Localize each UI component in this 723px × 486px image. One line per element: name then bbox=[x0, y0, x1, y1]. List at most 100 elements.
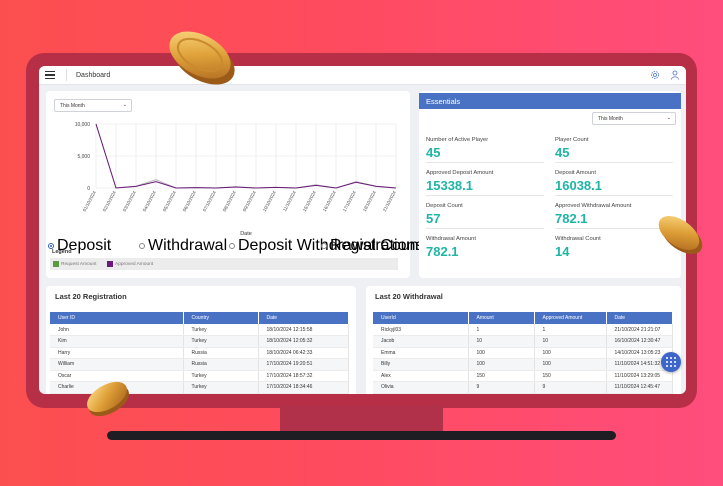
table-row[interactable]: Emma 100 100 14/10/2024 13:05:23 bbox=[373, 347, 673, 359]
table-cell: 11/10/2024 13:29:05 bbox=[606, 370, 673, 382]
table-cell: Russia bbox=[183, 347, 259, 359]
stat-value: 15338.1 bbox=[426, 178, 473, 193]
gear-icon[interactable] bbox=[650, 70, 660, 80]
column-header[interactable]: Approved Amount bbox=[534, 312, 607, 324]
chart-period-select[interactable]: This Month ⌄ bbox=[54, 99, 132, 112]
stat-approved-deposit-amount: Approved Deposit Amount 15338.1 bbox=[426, 170, 544, 196]
radio-deposit-withdrawal-count[interactable]: Deposit Withdrawal Count bbox=[229, 237, 423, 255]
x-tick-label: 05/10/2024 bbox=[162, 190, 177, 213]
stat-active-players: Number of Active Player 45 bbox=[426, 137, 544, 163]
table-cell: 9 bbox=[534, 381, 607, 394]
x-tick-label: 18/10/2024 bbox=[362, 190, 377, 213]
radio-label: Deposit Withdrawal Count bbox=[238, 237, 423, 254]
legend-item-approved[interactable]: Approved Amount bbox=[107, 261, 153, 267]
topbar-divider bbox=[66, 69, 67, 81]
table-cell: 100 bbox=[534, 347, 607, 359]
column-header[interactable]: Date bbox=[606, 312, 673, 324]
radio-label: Registrations bbox=[330, 237, 424, 254]
table-cell: 17/10/2024 18:57:32 bbox=[258, 370, 349, 382]
radio-unselected-icon bbox=[321, 243, 327, 249]
stat-label: Approved Deposit Amount bbox=[426, 170, 494, 176]
radio-label: Deposit bbox=[57, 237, 112, 254]
table-cell: Olivia bbox=[373, 381, 469, 394]
essentials-period-select[interactable]: This Month ⌄ bbox=[592, 112, 676, 125]
radio-deposit[interactable]: Deposit bbox=[48, 237, 111, 255]
table-cell: Turkey bbox=[183, 381, 259, 394]
withdrawals-table: UserId Amount Approved Amount Date Ricky… bbox=[373, 312, 673, 394]
stat-label: Withdrawal Amount bbox=[426, 236, 476, 242]
column-header[interactable]: Date bbox=[258, 312, 349, 324]
line-chart: 10,000 5,000 001/10/2024 02/10/2024 03/10/20… bbox=[75, 122, 397, 237]
stat-player-count: Player Count 45 bbox=[555, 137, 673, 163]
chevron-down-icon: ⌄ bbox=[122, 102, 127, 108]
table-row[interactable]: Jacob 10 10 16/10/2024 12:30:47 bbox=[373, 335, 673, 348]
table-cell: 10 bbox=[534, 335, 607, 348]
table-cell: Billy bbox=[373, 358, 469, 371]
column-header[interactable]: Country bbox=[183, 312, 259, 324]
stat-value: 57 bbox=[426, 211, 441, 226]
stat-value: 14 bbox=[555, 244, 570, 259]
table-cell: Alex bbox=[373, 370, 469, 382]
column-header[interactable]: UserId bbox=[373, 312, 469, 324]
dashboard-screen: Dashboard This Month ⌄ 10,000 5,000 0 01/10… bbox=[39, 66, 686, 394]
column-header[interactable]: User ID bbox=[50, 312, 184, 324]
table-cell: 100 bbox=[468, 347, 535, 359]
essentials-header: Essentials bbox=[419, 93, 681, 109]
essentials-card: Essentials This Month ⌄ Number of Active… bbox=[419, 91, 681, 278]
legend-swatch bbox=[107, 261, 113, 267]
table-cell: 18/10/2024 06:42:33 bbox=[258, 347, 349, 359]
table-row[interactable]: Billy 100 100 11/10/2024 14:51:32 bbox=[373, 358, 673, 371]
x-tick-label: 15/10/2024 bbox=[302, 190, 317, 213]
monitor-stand-neck bbox=[280, 406, 443, 433]
registrations-card: Last 20 Registration User ID Country Dat… bbox=[46, 286, 356, 394]
table-cell: Harry bbox=[50, 347, 184, 359]
apps-grid-icon[interactable] bbox=[661, 352, 681, 372]
y-tick-label: 10,000 bbox=[75, 122, 91, 128]
table-row[interactable]: Kim Turkey 18/10/2024 12:05:32 bbox=[50, 335, 349, 348]
table-row[interactable]: William Russia 17/10/2024 19:20:51 bbox=[50, 358, 349, 371]
table-row[interactable]: Alex 150 150 11/10/2024 13:29:05 bbox=[373, 370, 673, 382]
user-icon[interactable] bbox=[670, 70, 680, 80]
divider bbox=[426, 162, 544, 163]
divider bbox=[426, 228, 544, 229]
x-tick-label: 02/10/2024 bbox=[102, 190, 117, 213]
table-row[interactable]: Olivia 9 9 11/10/2024 12:45:47 bbox=[373, 381, 673, 394]
stat-label: Player Count bbox=[555, 137, 589, 143]
top-bar: Dashboard bbox=[39, 66, 686, 85]
table-row[interactable]: Rickyjl03 1 1 21/10/2024 21:21:07 bbox=[373, 324, 673, 336]
column-header[interactable]: Amount bbox=[468, 312, 535, 324]
gold-coin-icon bbox=[169, 31, 235, 85]
x-tick-label: 21/10/2024 bbox=[382, 190, 397, 213]
gold-coin-icon bbox=[658, 216, 703, 254]
y-tick-label: 0 bbox=[87, 186, 90, 192]
stat-label: Approved Withdrawal Amount bbox=[555, 203, 632, 209]
table-cell: 10 bbox=[468, 335, 535, 348]
legend-title: Legend bbox=[52, 249, 72, 255]
stat-deposit-count: Deposit Count 57 bbox=[426, 203, 544, 229]
series-line bbox=[95, 123, 397, 189]
radio-withdrawal[interactable]: Withdrawal bbox=[139, 237, 227, 255]
stat-withdrawal-count: Withdrawal Count 14 bbox=[555, 236, 673, 259]
table-cell: 1 bbox=[534, 324, 607, 336]
table-cell: Rickyjl03 bbox=[373, 324, 469, 336]
x-tick-label: 16/10/2024 bbox=[322, 190, 337, 213]
stat-value: 45 bbox=[426, 145, 441, 160]
x-axis-label: Date bbox=[240, 231, 252, 237]
stat-value: 45 bbox=[555, 145, 570, 160]
stat-label: Deposit Amount bbox=[555, 170, 596, 176]
radio-registrations[interactable]: Registrations bbox=[321, 237, 423, 255]
legend-item-request[interactable]: Request Amount bbox=[53, 261, 96, 267]
hamburger-menu-icon[interactable] bbox=[45, 70, 55, 80]
stat-deposit-amount: Deposit Amount 16038.1 bbox=[555, 170, 673, 196]
table-row[interactable]: John Turkey 18/10/2024 12:15:58 bbox=[50, 324, 349, 336]
table-row[interactable]: Oscar Turkey 17/10/2024 18:57:32 bbox=[50, 370, 349, 382]
divider bbox=[426, 195, 544, 196]
table-cell: Jacob bbox=[373, 335, 469, 348]
table-row[interactable]: Harry Russia 18/10/2024 06:42:33 bbox=[50, 347, 349, 359]
stat-value: 782.1 bbox=[555, 211, 588, 226]
x-tick-label: 10/10/2024 bbox=[262, 190, 277, 213]
page-title: Dashboard bbox=[76, 71, 111, 79]
radio-unselected-icon bbox=[229, 243, 235, 249]
x-tick-label: 08/10/2024 bbox=[222, 190, 237, 213]
table-cell: 17/10/2024 18:34:46 bbox=[258, 381, 349, 394]
